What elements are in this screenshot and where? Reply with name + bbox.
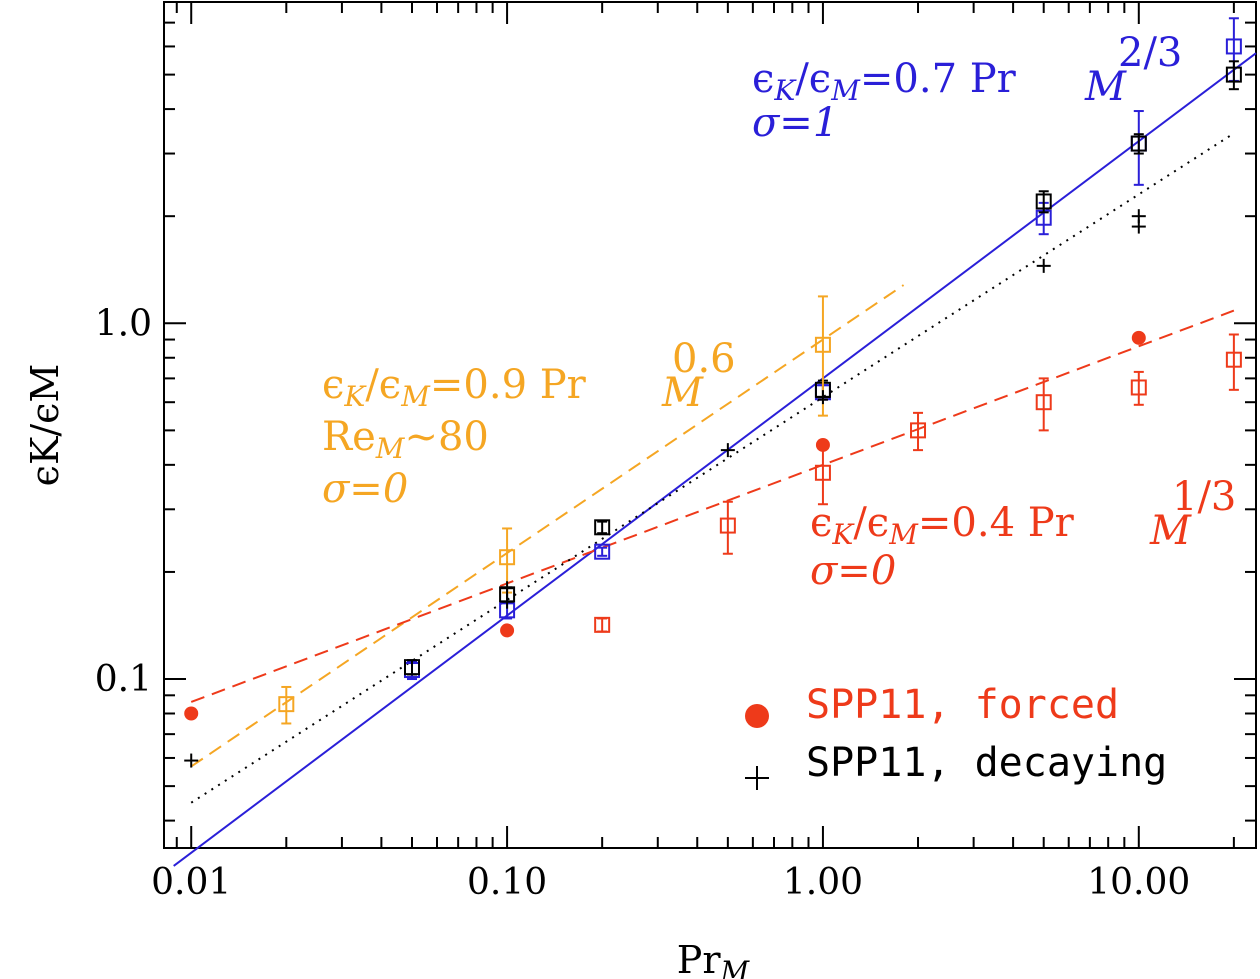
annotation-red-sub: M (1149, 508, 1192, 554)
annotation-orange-re: ReM~80 (322, 414, 489, 465)
data-points (184, 17, 1242, 768)
red_squares-point-3 (910, 422, 927, 439)
annotation-red: ϵK/ϵM=0.4 Pr 1/3 M σ=0 (810, 474, 1236, 594)
x-tick-label: 1.00 (783, 862, 863, 903)
annotation-orange-sub: M (661, 370, 704, 416)
annotation-orange-exp: 0.6 (672, 336, 736, 382)
black_squares-point-2 (594, 519, 611, 536)
red_squares-point-2 (814, 464, 831, 481)
annotation-red-sigma: σ=0 (810, 548, 896, 594)
annotation-orange: ϵK/ϵM=0.9 Pr 0.6 M ReM~80 σ=0 (322, 336, 736, 512)
fit-lines (173, 52, 1257, 867)
spp11_decaying-point-7 (1131, 219, 1146, 234)
y-tick-label: 1.0 (95, 303, 152, 344)
annotation-blue-coef: =0.7 Pr (860, 56, 1017, 102)
fit_red-line (190, 309, 1235, 703)
annotation-orange-sigma: σ=0 (322, 466, 408, 512)
red_squares-point-6 (1225, 351, 1242, 368)
x-tick-label: 0.01 (151, 862, 231, 903)
spp11_decaying-point-2 (500, 594, 515, 609)
blue_squares-point-6 (1225, 38, 1242, 55)
x-axis-label-sub: M (720, 955, 751, 979)
annotation-blue-sub: M (1084, 64, 1127, 110)
red_squares-point-1 (719, 517, 736, 534)
annotation-blue: ϵK/ϵM=0.7 Pr 2/3 M σ=1 (752, 30, 1182, 146)
annotation-red-formula: ϵK/ϵM=0.4 Pr (810, 500, 1075, 551)
annotation-orange-coef: =0.9 Pr (430, 362, 587, 408)
annotation-blue-sigma: σ=1 (752, 100, 838, 146)
x-tick-label: 0.10 (467, 862, 547, 903)
red_squares-point-4 (1035, 394, 1052, 411)
black_squares-point-4 (1035, 193, 1052, 210)
annotation-orange-re-label: Re (322, 414, 376, 460)
annotation-orange-formula: ϵK/ϵM=0.9 Pr (322, 362, 587, 413)
black_squares-point-6 (1225, 66, 1242, 83)
spp11_decaying-point-4 (815, 390, 830, 405)
x-axis-label: PrM (677, 938, 751, 979)
fit_orange-line (190, 284, 905, 768)
spp11_decaying-point-1 (500, 581, 515, 596)
legend-label-forced: SPP11, forced (806, 682, 1119, 728)
x-tick-label: 10.00 (1087, 862, 1190, 903)
legend-marker-forced (745, 704, 769, 728)
spp11_decaying-point-0 (184, 753, 199, 768)
orange_squares-point-0 (278, 696, 295, 713)
annotation-blue-formula: ϵK/ϵM=0.7 Pr (752, 56, 1017, 107)
spp11_forced-point-2 (815, 437, 830, 452)
spp11_forced-point-1 (500, 623, 515, 638)
blue_squares-point-2 (594, 543, 611, 560)
x-axis-label-base: Pr (677, 938, 722, 979)
y-axis-label-text: ϵK/ϵM (23, 364, 67, 487)
legend-label-decaying: SPP11, decaying (806, 740, 1167, 786)
spp11_decaying-point-5 (1036, 258, 1051, 273)
legend-marker-decaying (745, 766, 769, 790)
spp11_forced-point-0 (184, 706, 199, 721)
annotation-red-exp: 1/3 (1172, 474, 1236, 520)
y-tick-label: 0.1 (95, 659, 152, 700)
axis-ticks: 0.01 0.10 1.00 10.00 0.1 1.0 (95, 1, 1256, 903)
spp11_forced-point-3 (1131, 330, 1146, 345)
fit_black-line (190, 132, 1235, 804)
annotation-red-coef: =0.4 Pr (918, 500, 1075, 546)
plot-frame (163, 1, 1257, 849)
orange_squares-point-2 (814, 336, 831, 353)
annotation-orange-re-value: ~80 (404, 414, 488, 460)
red_squares-point-0 (594, 616, 611, 633)
y-axis-label: ϵK/ϵM (23, 364, 67, 487)
spp11_decaying-point-3 (720, 443, 735, 458)
black_squares-point-0 (403, 659, 420, 676)
black_squares-point-5 (1130, 135, 1147, 152)
orange_squares-point-1 (499, 549, 516, 566)
red_squares-point-5 (1130, 379, 1147, 396)
annotation-blue-exp: 2/3 (1118, 30, 1182, 76)
fit_blue-line (173, 52, 1257, 867)
legend: SPP11, forced SPP11, decaying (745, 682, 1167, 790)
